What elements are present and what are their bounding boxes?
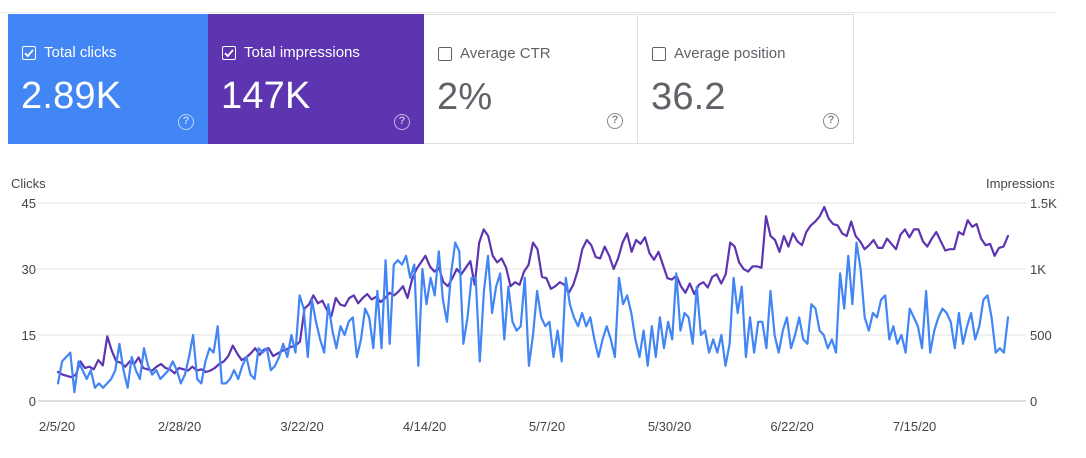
y-right-tick-label: 1K: [1030, 262, 1046, 277]
checkbox-unchecked-icon[interactable]: [438, 46, 452, 61]
y-left-tick-label: 0: [29, 394, 36, 409]
y-left-tick-label: 45: [22, 196, 36, 211]
average-position-card[interactable]: Average position 36.2 ?: [638, 14, 854, 144]
y-right-tick-label: 0: [1030, 394, 1037, 409]
impressions-series-line: [56, 205, 1010, 379]
total-clicks-value: 2.89K: [21, 75, 122, 117]
average-ctr-card[interactable]: Average CTR 2% ?: [424, 14, 638, 144]
x-tick-label: 5/30/20: [648, 419, 691, 434]
help-icon[interactable]: ?: [823, 113, 839, 129]
x-tick-label: 6/22/20: [770, 419, 813, 434]
metric-cards: Total clicks 2.89K ? Total impressions 1…: [8, 14, 855, 144]
x-tick-label: 4/14/20: [403, 419, 446, 434]
average-position-value: 36.2: [651, 76, 726, 118]
x-tick-label: 2/5/20: [39, 419, 75, 434]
average-ctr-label: Average CTR: [460, 45, 551, 62]
total-impressions-label: Total impressions: [244, 44, 360, 61]
help-icon[interactable]: ?: [394, 114, 410, 130]
x-tick-label: 3/22/20: [280, 419, 323, 434]
help-icon[interactable]: ?: [607, 113, 623, 129]
right-axis-title: Impressions: [986, 176, 1054, 191]
y-right-tick-label: 500: [1030, 328, 1052, 343]
y-right-tick-label: 1.5K: [1030, 196, 1057, 211]
average-position-label: Average position: [674, 45, 786, 62]
clicks-series-line: [56, 241, 1010, 394]
y-left-tick-label: 30: [22, 262, 36, 277]
total-impressions-card[interactable]: Total impressions 147K ?: [208, 14, 424, 144]
x-tick-label: 5/7/20: [529, 419, 565, 434]
total-clicks-card[interactable]: Total clicks 2.89K ?: [8, 14, 208, 144]
top-divider: [0, 12, 1055, 13]
total-impressions-value: 147K: [221, 75, 311, 117]
x-tick-label: 2/28/20: [158, 419, 201, 434]
y-left-tick-label: 15: [22, 328, 36, 343]
total-clicks-label: Total clicks: [44, 44, 117, 61]
checkbox-checked-icon[interactable]: [22, 45, 36, 60]
x-tick-label: 7/15/20: [893, 419, 936, 434]
help-icon[interactable]: ?: [178, 114, 194, 130]
checkbox-unchecked-icon[interactable]: [652, 46, 666, 61]
left-axis-title: Clicks: [11, 176, 46, 191]
average-ctr-value: 2%: [437, 76, 493, 118]
checkbox-checked-icon[interactable]: [222, 45, 236, 60]
